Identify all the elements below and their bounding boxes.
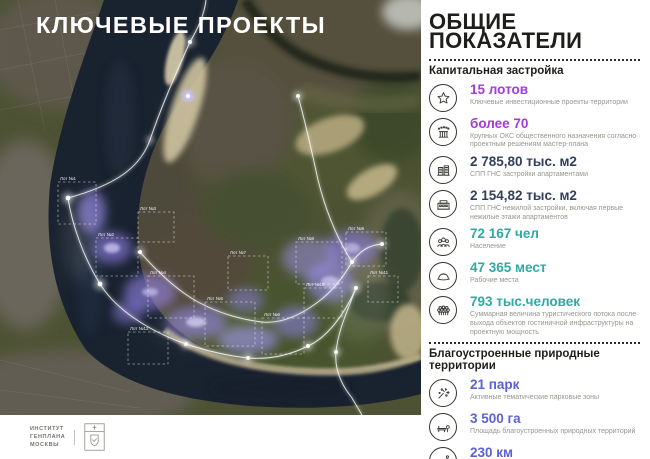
indicator-desc: СПП ГНС нежилой застройки, включая первы… bbox=[470, 204, 623, 221]
lot-box bbox=[345, 231, 387, 267]
indicators-panel: ОБЩИЕ ПОКАЗАТЕЛИ Капитальная застройка 15… bbox=[421, 0, 650, 459]
indicator-text: более 70 Крупных ОКС общественного назнач… bbox=[470, 116, 638, 150]
indicator-text: 2 154,82 тыс. м2 СПП ГНС нежилой застройк… bbox=[470, 188, 638, 222]
lot-label: Лот №1 bbox=[60, 176, 76, 181]
indicator-text: 230 кмОбщая протяженность туристических … bbox=[470, 446, 631, 459]
lot-label: Лот №4 bbox=[150, 270, 166, 275]
indicator-item: 72 167 чел Население bbox=[429, 227, 640, 257]
section-heading: Благоустроенные природные территории bbox=[429, 348, 600, 373]
map-title: КЛЮЧЕВЫЕ ПРОЕКТЫ bbox=[36, 12, 326, 38]
indicator-value: 15 лотов bbox=[470, 82, 529, 97]
lot-label: Лот №7 bbox=[230, 250, 246, 255]
wetland bbox=[297, 82, 421, 113]
panel-title: ОБЩИЕ ПОКАЗАТЕЛИ bbox=[429, 9, 640, 53]
indicator-value: 47 365 мест bbox=[470, 260, 547, 276]
dotted-separator bbox=[429, 342, 640, 345]
indicator-item: 15 лотов Ключевые инвестиционные проекты … bbox=[429, 82, 640, 112]
moscow-crest-icon bbox=[84, 423, 105, 451]
logo-line: ИНСТИТУТ bbox=[30, 425, 65, 432]
lot-box bbox=[295, 241, 343, 285]
satellite-map: Лот №1 Лот №2 Лот №3 Лот №4 Лот №5 Лот №6 Лот … bbox=[0, 0, 421, 415]
indicator-text: 3 500 га Площадь благоустроенных природны… bbox=[470, 412, 635, 441]
apartments-icon bbox=[429, 156, 457, 185]
indicator-item: 230 кмОбщая протяженность туристических … bbox=[429, 446, 640, 459]
haze bbox=[64, 198, 390, 350]
indicator-item: 47 365 мест Рабочие места bbox=[429, 261, 640, 291]
indicator-item: 2 154,82 тыс. м2 СПП ГНС нежилой застройк… bbox=[429, 188, 640, 222]
panel-title-line: ПОКАЗАТЕЛИ bbox=[429, 28, 583, 53]
indicator-value: 3 500 га bbox=[470, 411, 521, 427]
landmark-icon bbox=[429, 118, 457, 146]
indicator-value: 230 км bbox=[470, 445, 514, 459]
lot-box bbox=[127, 331, 169, 365]
indicator-value: 793 тыс.человек bbox=[470, 294, 581, 310]
lot-label: Лот №2 bbox=[98, 232, 114, 237]
indicator-desc: Суммарная величина туристического потока… bbox=[470, 311, 637, 336]
indicator-text: 15 лотов Ключевые инвестиционные проекты … bbox=[470, 82, 628, 112]
lot-boundary-boxes: Лот №1 Лот №2 Лот №3 Лот №4 Лот №5 Лот №6 Лот … bbox=[57, 176, 399, 365]
indicator-item: 2 785,80 тыс. м2 СПП ГНС застройки апарта… bbox=[429, 154, 640, 185]
lot-label: Лот №12 bbox=[130, 326, 149, 331]
indicator-text: 2 785,80 тыс. м2 СПП ГНС застройки апарта… bbox=[470, 154, 588, 184]
lot-box bbox=[95, 237, 139, 277]
indicator-desc: Активные тематические парковые зоны bbox=[470, 393, 600, 401]
city-grid bbox=[0, 0, 141, 409]
indicator-item: 3 500 га Площадь благоустроенных природны… bbox=[429, 412, 640, 442]
indicator-value: 2 785,80 тыс. м2 bbox=[470, 154, 577, 170]
lot-label: Лот №9 bbox=[348, 226, 364, 231]
indicator-desc: СПП ГНС застройки апартаментами bbox=[470, 170, 588, 178]
map-canvas: Лот №1 Лот №2 Лот №3 Лот №4 Лот №5 Лот №6 Лот … bbox=[0, 0, 421, 415]
logo-divider bbox=[74, 429, 76, 445]
lot-label: Лот №10 bbox=[306, 282, 325, 287]
indicator-desc: Площадь благоустроенных природных террит… bbox=[470, 427, 636, 435]
glow-node bbox=[185, 93, 191, 99]
lot-label: Лот №8 bbox=[298, 236, 314, 241]
firework-icon bbox=[429, 379, 457, 408]
logo-text: ИНСТИТУТ ГЕНПЛАНА МОСКВЫ bbox=[30, 425, 65, 450]
logo-line: МОСКВЫ bbox=[30, 442, 60, 449]
lot-box bbox=[227, 255, 269, 291]
indicator-text: 47 365 мест Рабочие места bbox=[470, 261, 546, 290]
indicator-value: 2 154,82 тыс. м2 bbox=[470, 188, 577, 204]
indicator-desc: Крупных ОКС общественного назначения сог… bbox=[470, 132, 637, 149]
hard-hat-icon bbox=[429, 262, 457, 291]
lot-label: Лот №5 bbox=[207, 296, 223, 301]
lot-label: Лот №6 bbox=[264, 312, 280, 317]
indicator-item: более 70 Крупных ОКС общественного назнач… bbox=[429, 116, 640, 150]
people-group-icon bbox=[429, 228, 457, 257]
indicator-value: 21 парк bbox=[470, 377, 520, 393]
star-icon bbox=[429, 84, 457, 112]
lot-box bbox=[137, 211, 175, 243]
cloud bbox=[382, 0, 421, 30]
logo-line: ГЕНПЛАНА bbox=[30, 433, 66, 440]
indicator-text: 21 парк Активные тематические парковые зо… bbox=[470, 378, 599, 407]
indicator-sections: Капитальная застройка 15 лотов Ключевые ин… bbox=[429, 59, 640, 459]
indicator-text: 793 тыс.человек Суммарная величина турист… bbox=[470, 295, 638, 337]
channel bbox=[240, 0, 421, 83]
indicator-desc: Население bbox=[470, 243, 506, 251]
indicator-desc: Рабочие места bbox=[470, 277, 519, 285]
route-icon bbox=[429, 447, 457, 459]
crowd-icon bbox=[429, 296, 457, 325]
pond bbox=[380, 208, 421, 292]
lot-label: Лот №3 bbox=[140, 206, 156, 211]
lot-box bbox=[261, 317, 305, 355]
lot-box bbox=[303, 287, 343, 319]
indicator-text: 72 167 чел Население bbox=[470, 227, 539, 256]
commercial-building-icon bbox=[429, 190, 457, 219]
panel-title-line: ОБЩИЕ bbox=[429, 9, 517, 34]
dotted-separator bbox=[429, 59, 640, 61]
indicator-value: более 70 bbox=[470, 116, 529, 131]
indicator-value: 72 167 чел bbox=[470, 226, 539, 242]
genplan-institute-logo: ИНСТИТУТ ГЕНПЛАНА МОСКВЫ bbox=[30, 423, 105, 451]
indicator-desc: Ключевые инвестиционные проекты территор… bbox=[470, 98, 628, 106]
indicator-item: 793 тыс.человек Суммарная величина турист… bbox=[429, 295, 640, 337]
park-bench-icon bbox=[429, 413, 457, 442]
section-heading: Капитальная застройка bbox=[429, 65, 564, 77]
indicator-item: 21 парк Активные тематические парковые зо… bbox=[429, 378, 640, 408]
